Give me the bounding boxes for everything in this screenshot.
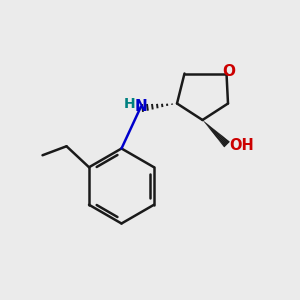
Text: N: N <box>135 99 147 114</box>
Text: H: H <box>124 98 136 111</box>
Text: OH: OH <box>230 138 254 153</box>
Text: O: O <box>222 64 236 79</box>
